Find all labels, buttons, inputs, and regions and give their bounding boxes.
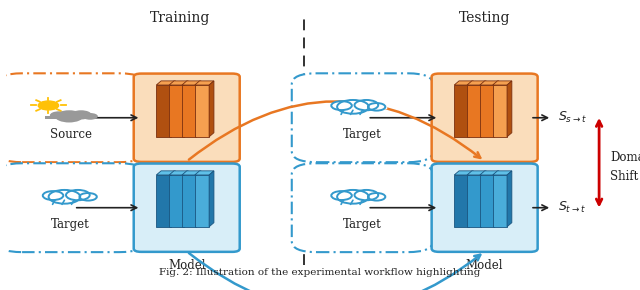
Circle shape: [355, 190, 378, 200]
Circle shape: [49, 190, 80, 204]
Polygon shape: [169, 81, 188, 85]
Circle shape: [337, 100, 369, 114]
Polygon shape: [195, 81, 214, 85]
FancyBboxPatch shape: [431, 164, 538, 252]
Circle shape: [332, 101, 352, 110]
Polygon shape: [182, 81, 201, 85]
Circle shape: [83, 113, 98, 120]
FancyBboxPatch shape: [38, 196, 90, 201]
Text: Shift: Shift: [611, 170, 639, 183]
FancyBboxPatch shape: [326, 196, 378, 201]
FancyBboxPatch shape: [134, 164, 240, 252]
Polygon shape: [467, 81, 486, 85]
Polygon shape: [480, 81, 499, 85]
Polygon shape: [156, 81, 175, 85]
Text: Target: Target: [343, 218, 381, 231]
Polygon shape: [454, 85, 468, 137]
Text: $S_{t\rightarrow t}$: $S_{t\rightarrow t}$: [558, 200, 586, 215]
Polygon shape: [480, 85, 494, 137]
Polygon shape: [169, 175, 184, 227]
Polygon shape: [156, 175, 171, 227]
Circle shape: [50, 111, 68, 119]
Circle shape: [66, 190, 90, 200]
Polygon shape: [156, 171, 175, 175]
Polygon shape: [195, 175, 209, 227]
Circle shape: [70, 110, 92, 119]
Polygon shape: [182, 171, 201, 175]
Circle shape: [38, 101, 59, 110]
Circle shape: [79, 193, 97, 201]
Polygon shape: [493, 171, 512, 175]
Polygon shape: [209, 81, 214, 137]
Polygon shape: [454, 81, 474, 85]
Polygon shape: [195, 85, 209, 137]
Polygon shape: [507, 81, 512, 137]
FancyBboxPatch shape: [431, 74, 538, 162]
Polygon shape: [493, 81, 512, 85]
Polygon shape: [493, 85, 507, 137]
FancyBboxPatch shape: [45, 116, 92, 119]
Circle shape: [337, 190, 369, 204]
Text: Model: Model: [466, 260, 504, 273]
Polygon shape: [182, 85, 196, 137]
Text: Model: Model: [466, 170, 504, 182]
Polygon shape: [480, 175, 494, 227]
Text: Fig. 2: Illustration of the experimental workflow highlighting: Fig. 2: Illustration of the experimental…: [159, 268, 481, 277]
Polygon shape: [493, 175, 507, 227]
Text: Target: Target: [51, 218, 90, 231]
Text: Domain: Domain: [611, 151, 640, 164]
Polygon shape: [467, 85, 481, 137]
Text: Testing: Testing: [459, 11, 510, 25]
Polygon shape: [467, 175, 481, 227]
FancyBboxPatch shape: [292, 73, 433, 162]
Circle shape: [43, 191, 63, 200]
Polygon shape: [480, 171, 499, 175]
FancyBboxPatch shape: [326, 106, 378, 111]
Polygon shape: [156, 85, 171, 137]
Polygon shape: [195, 171, 214, 175]
Text: Target: Target: [343, 128, 381, 141]
FancyBboxPatch shape: [0, 73, 145, 162]
Text: $S_{s\rightarrow t}$: $S_{s\rightarrow t}$: [558, 110, 588, 125]
Polygon shape: [209, 171, 214, 227]
Text: Training: Training: [150, 11, 211, 25]
FancyBboxPatch shape: [134, 74, 240, 162]
Polygon shape: [454, 175, 468, 227]
Polygon shape: [454, 171, 474, 175]
FancyBboxPatch shape: [0, 163, 145, 252]
FancyBboxPatch shape: [292, 163, 433, 252]
Text: Model: Model: [168, 260, 205, 273]
Text: Source: Source: [50, 128, 92, 141]
Polygon shape: [182, 175, 196, 227]
Text: Model: Model: [168, 170, 205, 182]
Polygon shape: [169, 171, 188, 175]
Circle shape: [368, 193, 385, 201]
Circle shape: [55, 110, 83, 122]
Polygon shape: [507, 171, 512, 227]
Circle shape: [355, 100, 378, 110]
Circle shape: [332, 191, 352, 200]
Polygon shape: [169, 85, 184, 137]
Polygon shape: [467, 171, 486, 175]
Circle shape: [368, 103, 385, 110]
